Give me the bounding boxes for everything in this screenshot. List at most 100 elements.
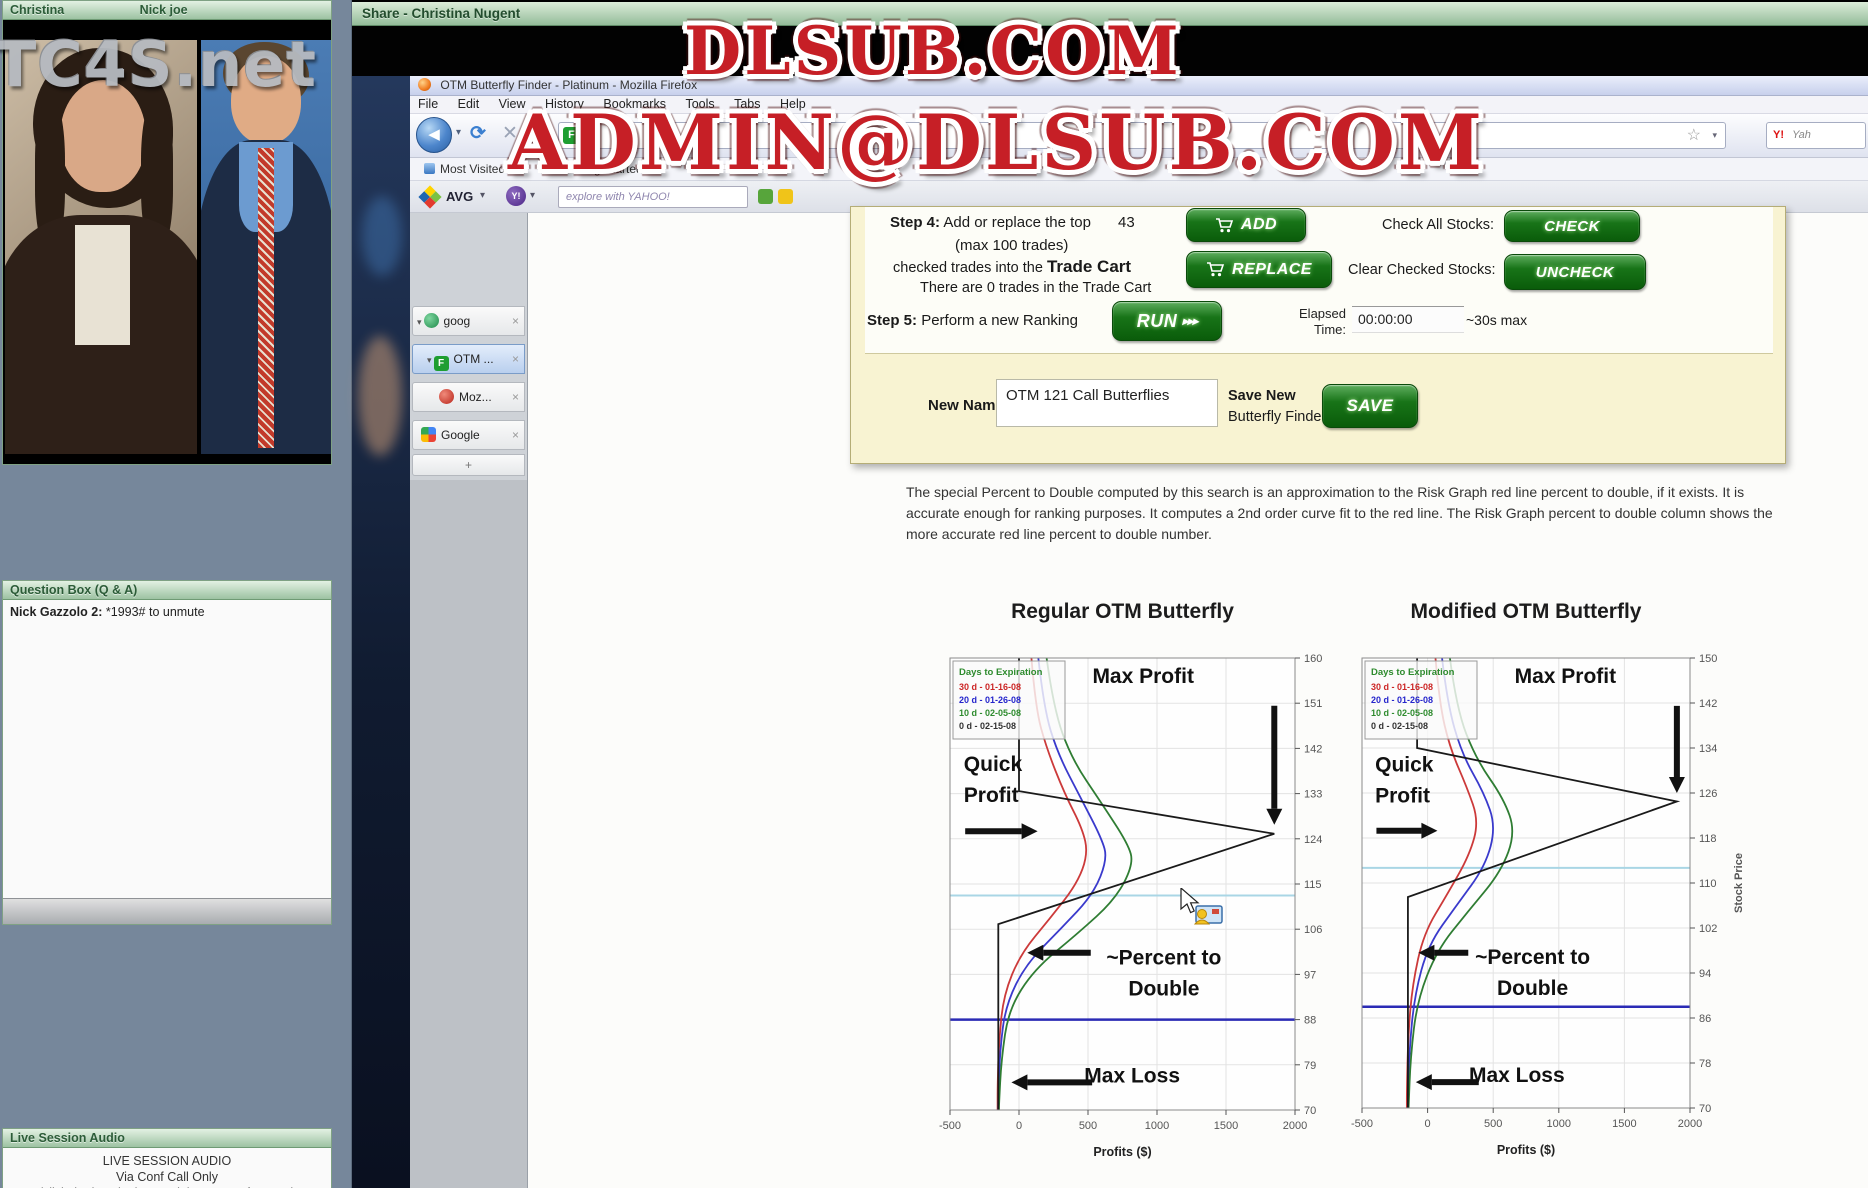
home-icon[interactable]: ⌂ (530, 122, 542, 143)
svg-text:110: 110 (1699, 878, 1717, 890)
tab-goog-close-icon[interactable]: × (511, 314, 519, 328)
percent-to-double-note: The special Percent to Double computed b… (906, 484, 1773, 542)
avg-search-input[interactable]: explore with YAHOO! (558, 186, 748, 208)
svg-text:Stock Price: Stock Price (1733, 853, 1745, 913)
save-button[interactable]: SAVE (1322, 384, 1418, 428)
avg-toolbar: AVG ▾ Y! ▾ explore with YAHOO! (410, 181, 1868, 213)
avg-search-placeholder: explore with YAHOO! (566, 191, 670, 203)
avg-label[interactable]: AVG (446, 189, 474, 204)
shared-screen-letterbox (352, 26, 1868, 76)
yahoo-search-box[interactable]: Y! Yah (1766, 122, 1866, 149)
firefox-titlebar[interactable]: OTM Butterfly Finder - Platinum - Mozill… (410, 76, 1868, 96)
audio-panel-title: Live Session Audio (10, 1131, 125, 1145)
mouse-cursor (1180, 886, 1226, 933)
avg-status-icon-green[interactable] (758, 189, 773, 204)
tab-moz-close-icon[interactable]: × (511, 390, 519, 404)
tab-goog-twisty-icon[interactable]: ▾ (417, 317, 422, 327)
audio-panel-header[interactable]: Live Session Audio (3, 1129, 331, 1148)
tab-otm-close-icon[interactable]: × (511, 352, 519, 366)
question-panel-header[interactable]: Question Box (Q & A) (3, 581, 331, 600)
svg-text:94: 94 (1699, 968, 1711, 980)
firefox-window-title: OTM Butterfly Finder - Platinum - Mozill… (440, 78, 698, 92)
avg-yahoo-dropdown-icon[interactable]: ▾ (530, 190, 536, 201)
stop-icon[interactable]: ✕ (502, 123, 518, 144)
avg-yahoo-button[interactable]: Y! (506, 186, 526, 206)
tab-otm-twisty-icon[interactable]: ▾ (427, 355, 432, 365)
avg-status-icon-yellow[interactable] (778, 189, 793, 204)
svg-text:0 d - 02-15-08: 0 d - 02-15-08 (959, 721, 1016, 731)
back-dropdown-icon[interactable]: ▾ (456, 127, 462, 138)
tab-tree-empty-area (410, 480, 527, 1188)
svg-text:Quick: Quick (964, 753, 1023, 776)
add-button[interactable]: ADD (1186, 208, 1306, 242)
webcam-photo-woman (5, 40, 197, 454)
uncheck-button[interactable]: UNCHECK (1504, 254, 1646, 290)
tab-google-close-icon[interactable]: × (511, 428, 519, 442)
menu-view[interactable]: View (498, 97, 526, 111)
menu-edit[interactable]: Edit (457, 97, 480, 111)
svg-text:Profit: Profit (964, 784, 1019, 807)
bookmark-getting-started[interactable]: Getting Started (546, 161, 643, 178)
menu-history[interactable]: History (545, 97, 584, 111)
elapsed-time-value: 00:00:00 (1358, 311, 1413, 327)
refresh-icon[interactable]: ⟳ (470, 123, 486, 144)
webcam-video-area (3, 20, 331, 464)
step4-line3: checked trades into the Trade Cart (893, 257, 1131, 277)
step4-line1: Step 4: Add or replace the top (890, 214, 1091, 231)
tab-otm[interactable]: ▾ F OTM ... × (412, 344, 525, 374)
tab-goog[interactable]: ▾ goog × (412, 306, 525, 336)
svg-text:106: 106 (1304, 924, 1322, 936)
svg-text:115: 115 (1304, 879, 1322, 891)
back-button[interactable]: ◀ (416, 117, 452, 153)
svg-text:1000: 1000 (1145, 1120, 1169, 1132)
svg-text:102: 102 (1699, 923, 1717, 935)
menu-help[interactable]: Help (780, 97, 806, 111)
menu-file[interactable]: File (418, 97, 439, 111)
svg-text:78: 78 (1699, 1058, 1711, 1070)
svg-text:Max Loss: Max Loss (1469, 1064, 1565, 1087)
tab-moz-label: Moz... (459, 390, 492, 404)
replace-button[interactable]: REPLACE (1186, 251, 1332, 288)
bookmark-star-icon[interactable]: ☆ (1686, 127, 1701, 144)
urlbar-dropdown-icon[interactable]: ▾ (1712, 130, 1717, 140)
new-name-input[interactable]: OTM 121 Call Butterflies (996, 379, 1218, 427)
check-button[interactable]: CHECK (1504, 210, 1640, 242)
back-icon: ◀ (428, 126, 440, 143)
menu-tools[interactable]: Tools (685, 97, 715, 111)
tab-moz[interactable]: Moz... × (412, 382, 525, 412)
audio-line3: (click the icon in the top right corner … (3, 1185, 331, 1188)
svg-text:Max Profit: Max Profit (1515, 665, 1617, 688)
svg-text:500: 500 (1079, 1120, 1097, 1132)
webcam-name-right: Nick joe (139, 3, 188, 17)
run-button[interactable]: RUN ▸▸▸ (1112, 301, 1222, 341)
share-window-titlebar[interactable]: Share - Christina Nugent (352, 2, 1868, 26)
svg-text:Days to Expiration: Days to Expiration (959, 667, 1043, 678)
webcam-panel: Christina Nick joe (2, 0, 332, 465)
tab-tree-sidebar: ▾ goog × ▾ F OTM ... × Moz... × Google × + (410, 213, 528, 1188)
webcam-panel-header[interactable]: Christina Nick joe (3, 1, 331, 20)
watermark-corner: TC4S.net (0, 28, 317, 101)
question-text: *1993# to unmute (105, 605, 205, 619)
webinar-sidebar: Christina Nick joe (0, 0, 352, 1188)
step5-label: Step 5: (867, 312, 918, 329)
risk-graph-regular: 70 79 88 97 106 115 124 133 142 151 160 -500 0 500 100… (939, 653, 1322, 1159)
tab-goog-label: goog (443, 314, 471, 328)
menu-tabs[interactable]: Tabs (734, 97, 761, 111)
bookmark-most-visited[interactable]: Most Visited (424, 161, 505, 178)
svg-text:0: 0 (1016, 1120, 1022, 1132)
webcam-name-left: Christina (10, 3, 65, 17)
svg-text:142: 142 (1304, 743, 1322, 755)
tab-google[interactable]: Google × (412, 420, 525, 450)
uncheck-button-label: UNCHECK (1535, 263, 1615, 281)
avg-dropdown-icon[interactable]: ▾ (480, 190, 486, 201)
audio-panel-body: LIVE SESSION AUDIO Via Conf Call Only (c… (3, 1148, 331, 1188)
address-bar[interactable]: F ☆ ▾ (558, 122, 1726, 149)
firefox-navbar: ◀ ▾ ⟳ ✕ ⌂ F ☆ ▾ Y! Yah (410, 114, 1868, 158)
svg-text:30 d - 01-16-08: 30 d - 01-16-08 (1371, 682, 1433, 692)
cursor-arrow-icon (1180, 886, 1200, 914)
svg-text:88: 88 (1304, 1015, 1316, 1027)
new-tab-button[interactable]: + (412, 454, 525, 476)
menu-bookmarks[interactable]: Bookmarks (603, 97, 666, 111)
question-log[interactable]: Nick Gazzolo 2: *1993# to unmute (3, 600, 331, 898)
tab-otm-favicon: F (433, 356, 449, 371)
